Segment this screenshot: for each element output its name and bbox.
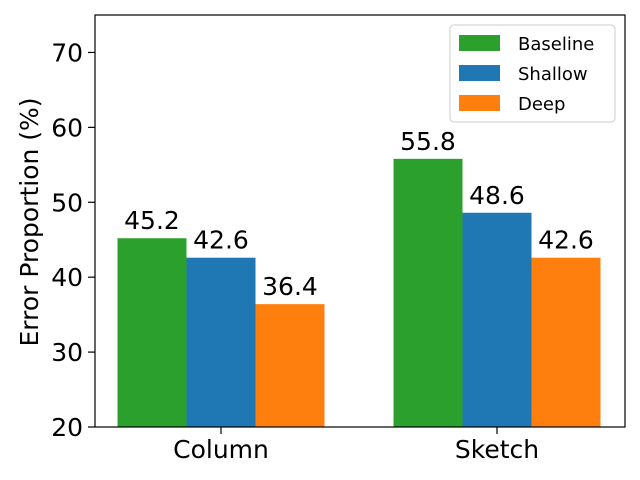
- y-axis-title: Error Proportion (%): [15, 97, 44, 346]
- legend: Baseline Shallow Deep: [449, 24, 616, 123]
- bar-baseline-column: [117, 238, 187, 427]
- data-label-deep-sketch: 42.6: [538, 226, 594, 255]
- x-tick-label-sketch: Sketch: [455, 435, 539, 464]
- legend-swatch-deep: [459, 95, 500, 111]
- data-label-shallow-sketch: 48.6: [469, 181, 525, 210]
- y-tick-label-40: 40: [51, 263, 83, 292]
- y-tick-label-70: 70: [51, 38, 83, 67]
- y-tick-label-60: 60: [51, 113, 83, 142]
- y-tick-label-20: 20: [51, 413, 83, 442]
- bar-deep-sketch: [531, 257, 601, 427]
- data-label-shallow-column: 42.6: [193, 226, 249, 255]
- plot-area: 45.2 55.8 42.6 48.6 36.4 42.6 20 30 40 50 60 70 Colu…: [51, 14, 626, 464]
- data-label-deep-column: 36.4: [262, 272, 318, 301]
- x-tick-label-column: Column: [173, 435, 269, 464]
- data-label-baseline-sketch: 55.8: [400, 127, 456, 156]
- legend-label-baseline: Baseline: [518, 34, 594, 55]
- legend-swatch-baseline: [459, 35, 500, 51]
- bar-shallow-sketch: [462, 212, 532, 427]
- bar-baseline-sketch: [393, 158, 463, 428]
- bar-deep-column: [255, 304, 325, 427]
- legend-label-shallow: Shallow: [518, 64, 588, 85]
- legend-swatch-shallow: [459, 65, 500, 81]
- y-tick-label-30: 30: [51, 338, 83, 367]
- axes-frame: [94, 14, 626, 428]
- bar-shallow-column: [186, 257, 256, 427]
- y-tick-label-50: 50: [51, 188, 83, 217]
- legend-label-deep: Deep: [518, 94, 565, 115]
- data-label-baseline-column: 45.2: [124, 206, 180, 235]
